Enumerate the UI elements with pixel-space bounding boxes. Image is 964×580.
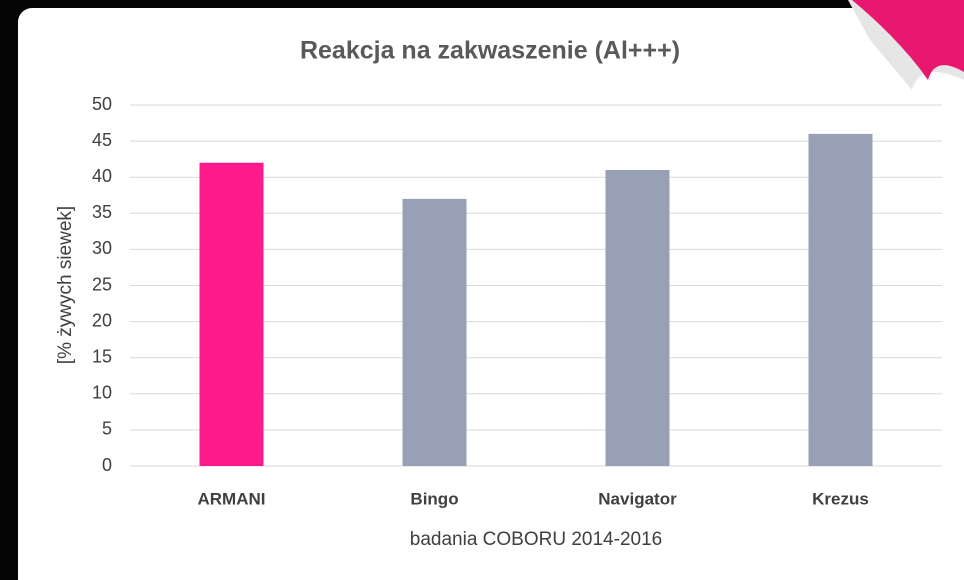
y-tick-label: 15 bbox=[92, 346, 112, 366]
chart-title: Reakcja na zakwaszenie (Al+++) bbox=[300, 37, 680, 65]
bar bbox=[402, 198, 467, 467]
y-tick-label: 50 bbox=[92, 94, 112, 114]
y-tick-label: 25 bbox=[92, 274, 112, 294]
y-tick-label: 45 bbox=[92, 130, 112, 150]
x-tick-label: Navigator bbox=[598, 489, 677, 508]
x-tick-label: ARMANI bbox=[198, 489, 266, 508]
y-tick-label: 35 bbox=[92, 202, 112, 222]
y-tick-label: 20 bbox=[92, 310, 112, 330]
y-tick-label: 5 bbox=[102, 419, 112, 439]
y-tick-label: 0 bbox=[102, 455, 112, 475]
x-axis-label: badania COBORU 2014-2016 bbox=[410, 529, 662, 550]
y-tick-label: 40 bbox=[92, 166, 112, 186]
bar bbox=[605, 169, 670, 467]
x-tick-label: Bingo bbox=[410, 489, 458, 508]
bar bbox=[808, 133, 873, 466]
y-tick-label: 10 bbox=[92, 383, 112, 403]
y-axis-label: [% żywych siewek] bbox=[55, 206, 76, 364]
bar bbox=[199, 162, 264, 466]
page-curl bbox=[852, 0, 964, 80]
y-tick-label: 30 bbox=[92, 238, 112, 258]
x-tick-label: Krezus bbox=[812, 489, 869, 508]
